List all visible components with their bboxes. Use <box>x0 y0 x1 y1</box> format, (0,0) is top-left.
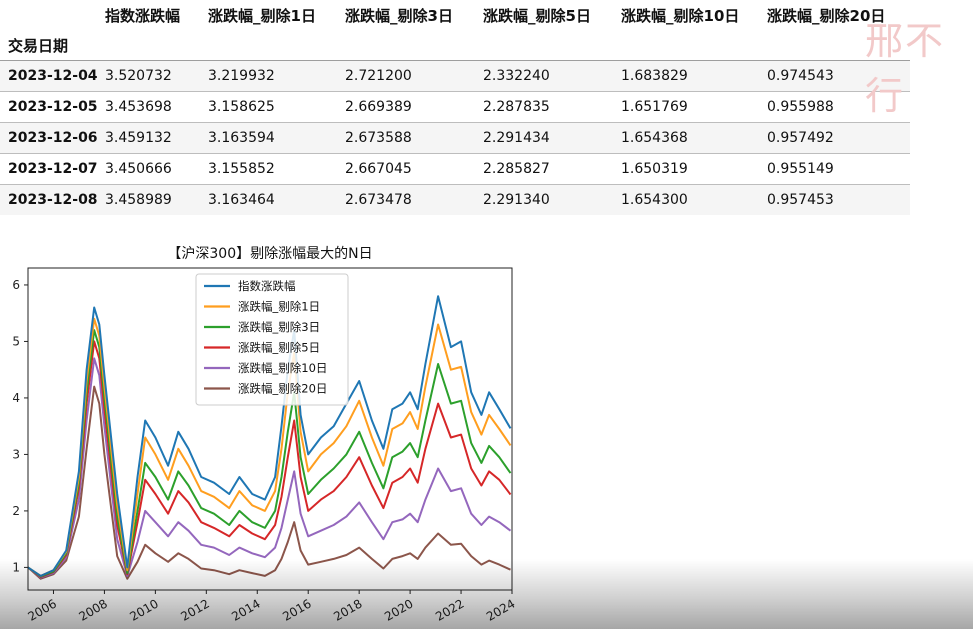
legend-entry: 指数涨跌幅 <box>238 279 296 293</box>
line-chart: 【沪深300】剔除涨幅最大的N日 1 2 3 4 5 6 2006 2008 2010 2012 2… <box>12 246 517 624</box>
column-header: 涨跌幅_剔除20日 <box>767 6 886 25</box>
table-cell: 0.957492 <box>767 122 910 154</box>
table-cell: 2.332240 <box>483 60 621 92</box>
legend-entry: 涨跌幅_剔除1日 <box>238 300 320 314</box>
series-line-3 <box>27 329 512 578</box>
table-cell: 2.285827 <box>483 153 621 185</box>
x-tick-label: 2020 <box>382 596 415 623</box>
table-cell: 3.458989 <box>105 184 208 215</box>
series-line-6 <box>27 385 511 580</box>
series-line-4 <box>27 340 512 578</box>
table-row: 2023-12-04 3.520732 3.219932 2.721200 2.… <box>0 60 910 92</box>
x-tick-label: 2016 <box>280 596 313 623</box>
table-cell: 1.654300 <box>621 184 767 215</box>
table-cell: 2.291434 <box>483 122 621 154</box>
series-line-5 <box>27 357 512 579</box>
table-cell: 1.651769 <box>621 91 767 123</box>
legend-box <box>195 273 349 406</box>
y-tick-label: 4 <box>12 391 20 405</box>
table-cell: 2.673588 <box>345 122 483 154</box>
column-header: 涨跌幅_剔除10日 <box>621 6 740 25</box>
column-header: 涨跌幅_剔除1日 <box>208 6 316 25</box>
y-tick-label: 5 <box>12 334 20 348</box>
legend-entry: 涨跌幅_剔除10日 <box>238 361 327 375</box>
table-cell: 2.673478 <box>345 184 483 215</box>
plot-frame <box>27 267 513 591</box>
dataframe-table-wrap: 指数涨跌幅 涨跌幅_剔除1日 涨跌幅_剔除3日 涨跌幅_剔除5日 涨跌幅_剔除1… <box>0 0 910 215</box>
table-cell: 2.669389 <box>345 91 483 123</box>
header-blank <box>0 0 105 30</box>
series-line-1 <box>27 295 512 577</box>
row-date: 2023-12-05 <box>0 91 105 123</box>
table-row: 2023-12-06 3.459132 3.163594 2.673588 2.… <box>0 122 910 154</box>
column-header: 涨跌幅_剔除5日 <box>483 6 591 25</box>
x-tick-label: 2012 <box>178 596 211 623</box>
table-row: 2023-12-08 3.458989 3.163464 2.673478 2.… <box>0 184 910 215</box>
table-cell: 2.667045 <box>345 153 483 185</box>
table-cell: 3.158625 <box>208 91 345 123</box>
index-name: 交易日期 <box>8 36 69 55</box>
table-cell: 0.955988 <box>767 91 910 123</box>
plot-layer <box>27 295 512 580</box>
legend-entry: 涨跌幅_剔除5日 <box>238 341 320 355</box>
table-cell: 1.654368 <box>621 122 767 154</box>
table-cell: 3.450666 <box>105 153 208 185</box>
x-tick-label: 2022 <box>433 596 466 623</box>
x-tick-label: 2014 <box>229 596 262 623</box>
table-cell: 3.453698 <box>105 91 208 123</box>
y-tick-label: 2 <box>12 504 20 518</box>
table-cell: 1.683829 <box>621 60 767 92</box>
table-cell: 3.219932 <box>208 60 345 92</box>
x-tick-label: 2018 <box>331 596 364 623</box>
table-cell: 0.955149 <box>767 153 910 185</box>
y-tick-label: 1 <box>12 560 20 574</box>
row-date: 2023-12-04 <box>0 60 105 92</box>
row-date: 2023-12-08 <box>0 184 105 215</box>
row-date: 2023-12-06 <box>0 122 105 154</box>
legend: 指数涨跌幅涨跌幅_剔除1日涨跌幅_剔除3日涨跌幅_剔除5日涨跌幅_剔除10日涨跌… <box>195 273 349 406</box>
y-tick-label: 3 <box>12 447 20 461</box>
series-line-2 <box>27 317 512 577</box>
column-header: 涨跌幅_剔除3日 <box>345 6 453 25</box>
table-cell: 0.957453 <box>767 184 910 215</box>
legend-entry: 涨跌幅_剔除3日 <box>238 320 320 334</box>
table-cell: 2.721200 <box>345 60 483 92</box>
table-cell: 3.163464 <box>208 184 345 215</box>
chart-title: 【沪深300】剔除涨幅最大的N日 <box>167 246 372 262</box>
table-cell: 3.155852 <box>208 153 345 185</box>
x-tick-label: 2010 <box>127 596 160 623</box>
table-header-row: 指数涨跌幅 涨跌幅_剔除1日 涨跌幅_剔除3日 涨跌幅_剔除5日 涨跌幅_剔除1… <box>0 0 910 30</box>
table-cell: 3.520732 <box>105 60 208 92</box>
table-cell: 2.291340 <box>483 184 621 215</box>
x-tick-label: 2008 <box>76 596 109 623</box>
row-date: 2023-12-07 <box>0 153 105 185</box>
table-cell: 1.650319 <box>621 153 767 185</box>
table-index-row: 交易日期 <box>0 30 910 61</box>
y-tick-label: 6 <box>12 278 20 292</box>
x-tick-label: 2024 <box>484 596 517 623</box>
table-row: 2023-12-07 3.450666 3.155852 2.667045 2.… <box>0 153 910 185</box>
table-cell: 3.459132 <box>105 122 208 154</box>
table-cell: 2.287835 <box>483 91 621 123</box>
table-row: 2023-12-05 3.453698 3.158625 2.669389 2.… <box>0 91 910 123</box>
watermark: 邢不行 <box>865 19 946 118</box>
table-cell: 3.163594 <box>208 122 345 154</box>
column-header: 指数涨跌幅 <box>105 6 181 25</box>
legend-entry: 涨跌幅_剔除20日 <box>238 382 327 396</box>
dataframe-table: 指数涨跌幅 涨跌幅_剔除1日 涨跌幅_剔除3日 涨跌幅_剔除5日 涨跌幅_剔除1… <box>0 0 910 215</box>
x-tick-label: 2006 <box>26 596 59 623</box>
table-cell: 0.974543 <box>767 60 910 92</box>
